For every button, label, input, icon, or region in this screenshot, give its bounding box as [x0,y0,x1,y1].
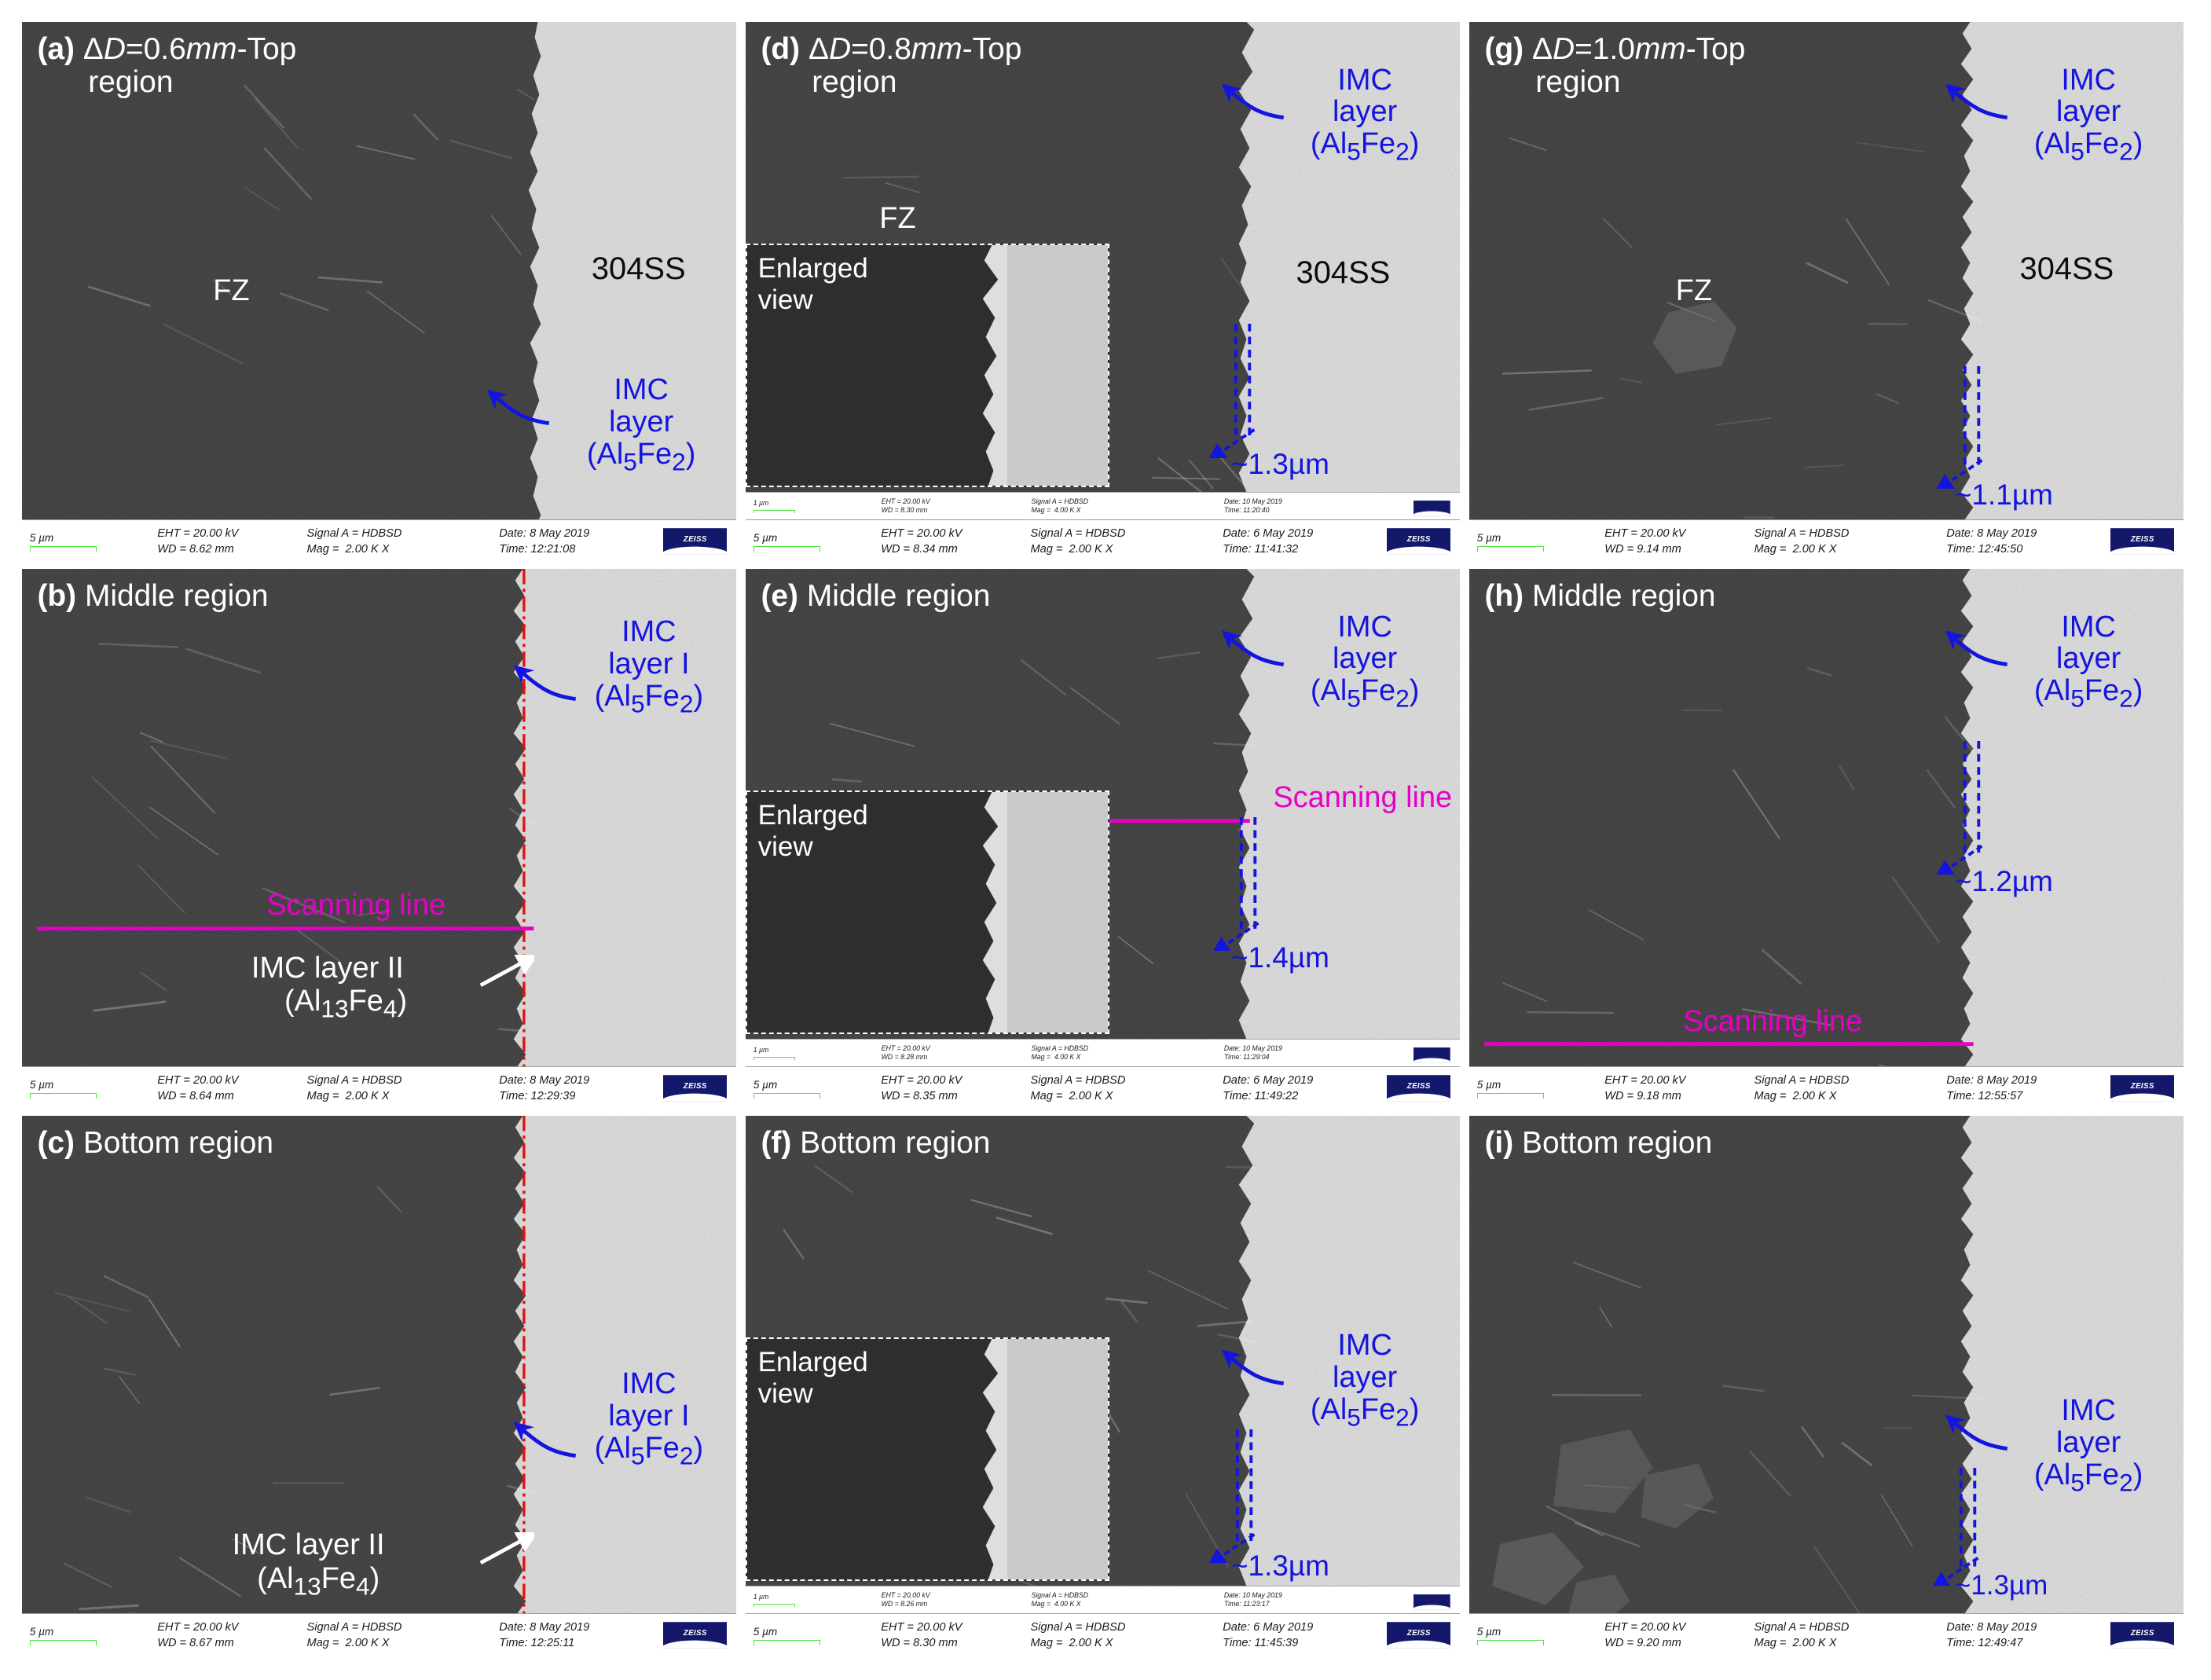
svg-text:ZEISS: ZEISS [1406,535,1430,544]
svg-text:ZEISS: ZEISS [682,1629,706,1638]
svg-text:ZEISS: ZEISS [2129,1082,2154,1091]
svg-text:ZEISS: ZEISS [2129,1629,2154,1638]
svg-text:ZEISS: ZEISS [682,1082,706,1091]
svg-text:ZEISS: ZEISS [682,535,706,544]
svg-text:ZEISS: ZEISS [1406,1629,1430,1638]
svg-text:ZEISS: ZEISS [1406,1082,1430,1091]
svg-text:ZEISS: ZEISS [2129,535,2154,544]
